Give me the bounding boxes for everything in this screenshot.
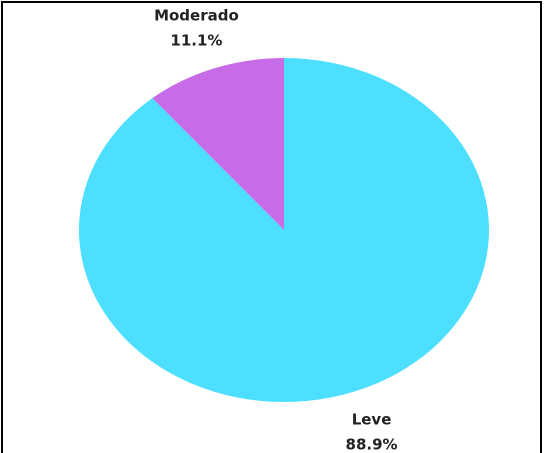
slice-label: Leve — [352, 411, 392, 429]
slice-value-label: 88.9% — [346, 436, 398, 453]
pie-slice — [152, 58, 284, 230]
pie-slice — [78, 58, 489, 402]
slice-value-label: 11.1% — [170, 31, 222, 49]
slice-label: Moderado — [154, 6, 239, 24]
